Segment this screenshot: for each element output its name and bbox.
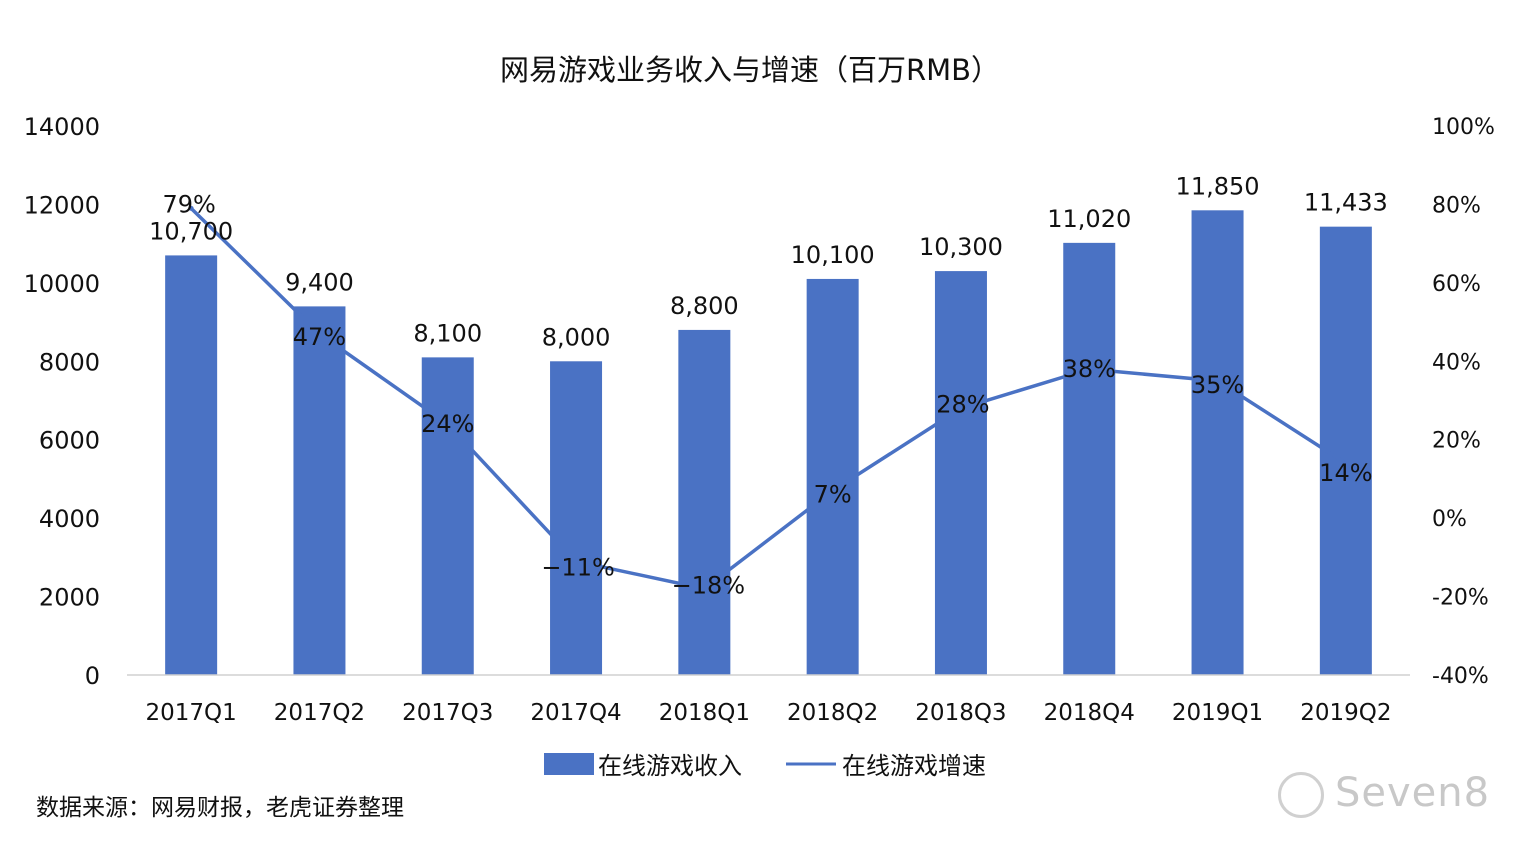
line-value-labels: 79% 47% 24% −11% −18% 7% 28% 38% 35% 14% (162, 190, 1372, 599)
category-label: 2018Q1 (659, 700, 750, 726)
category-label: 2018Q4 (1044, 700, 1135, 726)
category-label: 2017Q1 (146, 700, 237, 726)
category-label: 2019Q2 (1300, 700, 1391, 726)
line-point (1343, 460, 1349, 466)
category-label: 2018Q2 (787, 700, 878, 726)
left-tick-label: 0 (85, 662, 100, 690)
right-tick-label: 80% (1432, 193, 1481, 218)
line-point (1086, 366, 1092, 372)
legend-label-line: 在线游戏增速 (842, 752, 986, 780)
line-point (188, 205, 194, 211)
right-tick-label: 0% (1432, 507, 1467, 532)
line-value-label: 35% (1191, 371, 1244, 399)
bar-value-labels: 10,700 9,400 8,100 8,000 8,800 10,100 10,300 11… (149, 172, 1388, 351)
category-label: 2017Q3 (402, 700, 493, 726)
bar-value-label: 8,100 (413, 319, 482, 347)
line-point (701, 586, 707, 592)
line-point (958, 405, 964, 411)
right-axis-ticks: -40% -20% 0% 20% 40% 60% 80% 100% (1432, 115, 1495, 689)
bar (421, 357, 474, 675)
left-tick-label: 2000 (39, 584, 100, 612)
bar-value-label: 8,000 (542, 323, 611, 351)
source-note: 数据来源：网易财报，老虎证券整理 (36, 795, 404, 821)
chart-title: 网易游戏业务收入与增速（百万RMB） (500, 53, 1000, 87)
line-value-label: 24% (421, 410, 474, 438)
bar-value-label: 10,300 (919, 233, 1003, 261)
category-label: 2019Q1 (1172, 700, 1263, 726)
bar (806, 278, 859, 675)
right-tick-label: 40% (1432, 350, 1481, 375)
line-point (830, 488, 836, 494)
bar (293, 306, 346, 675)
watermark-logo-icon (1278, 772, 1324, 818)
legend-swatch-bar (544, 753, 594, 775)
right-tick-label: 20% (1432, 429, 1481, 454)
right-tick-label: -20% (1432, 586, 1489, 611)
bar (934, 271, 987, 675)
left-tick-label: 10000 (24, 270, 100, 298)
left-tick-label: 12000 (24, 191, 100, 219)
line-value-label: 79% (162, 190, 215, 218)
bar (1063, 242, 1116, 675)
legend: 在线游戏收入 在线游戏增速 (544, 752, 986, 780)
line-point (316, 331, 322, 337)
line-value-label: 47% (293, 323, 346, 351)
bar-value-label: 10,100 (791, 241, 875, 269)
line-value-label: −11% (541, 553, 614, 581)
line-series (188, 205, 1349, 592)
line-point (445, 421, 451, 427)
watermark-text: Seven8 (1335, 770, 1491, 816)
right-tick-label: -40% (1432, 664, 1489, 689)
line-value-label: 14% (1319, 459, 1372, 487)
category-label: 2018Q3 (915, 700, 1006, 726)
bar-value-label: 10,700 (149, 217, 233, 245)
category-label: 2017Q2 (274, 700, 365, 726)
bar-value-label: 8,800 (670, 292, 739, 320)
line-value-label: −18% (672, 572, 745, 600)
bar-series (165, 210, 1372, 675)
right-tick-label: 100% (1432, 115, 1495, 140)
bar-value-label: 11,020 (1047, 205, 1131, 233)
left-tick-label: 4000 (39, 505, 100, 533)
left-axis-ticks: 0 2000 4000 6000 8000 10000 12000 14000 (24, 113, 100, 690)
left-tick-label: 14000 (24, 113, 100, 141)
category-labels: 2017Q1 2017Q2 2017Q3 2017Q4 2018Q1 2018Q2 2018… (146, 700, 1392, 726)
bar (1191, 210, 1244, 675)
line-value-label: 28% (936, 390, 989, 418)
line-value-label: 38% (1063, 355, 1116, 383)
bar-value-label: 11,850 (1176, 172, 1260, 200)
line-point (573, 558, 579, 564)
category-label: 2017Q4 (530, 700, 621, 726)
growth-line (189, 207, 1347, 591)
left-tick-label: 8000 (39, 348, 100, 376)
legend-label-bar: 在线游戏收入 (598, 752, 742, 780)
right-tick-label: 60% (1432, 272, 1481, 297)
bar (165, 255, 218, 675)
line-value-label: 7% (814, 481, 852, 509)
bar (550, 361, 603, 675)
left-tick-label: 6000 (39, 427, 100, 455)
bar (678, 329, 731, 675)
bar-value-label: 9,400 (285, 268, 354, 296)
line-point (1215, 378, 1221, 384)
bar-value-label: 11,433 (1304, 189, 1388, 217)
